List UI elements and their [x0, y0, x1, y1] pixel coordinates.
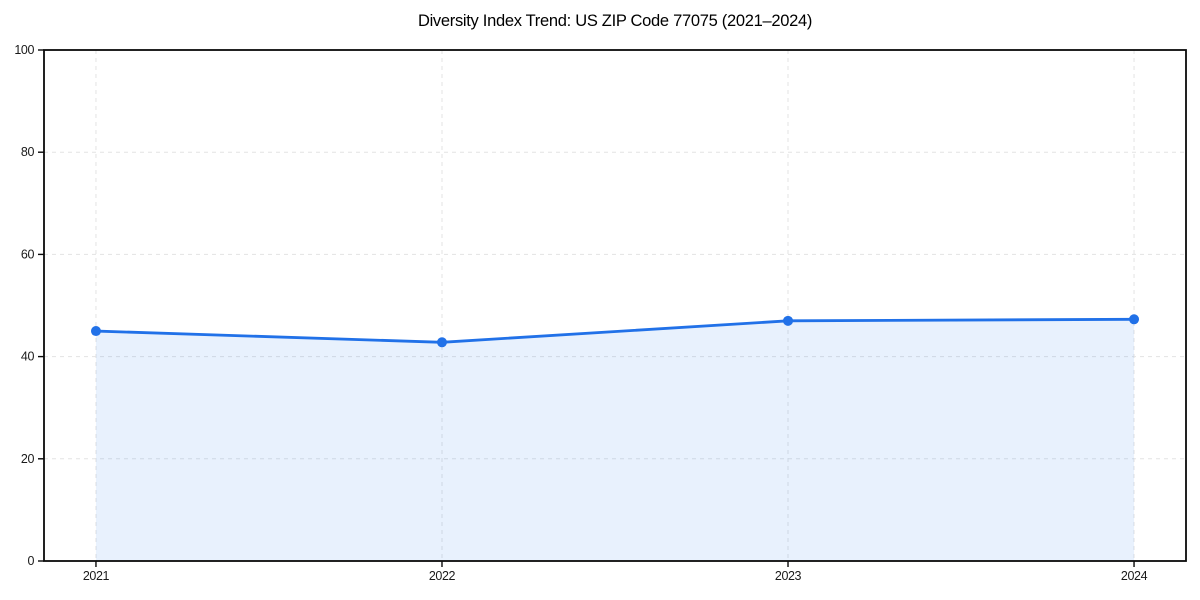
x-tick-label: 2023	[775, 569, 802, 583]
data-point	[1129, 314, 1140, 325]
y-tick-label: 100	[14, 43, 34, 57]
y-tick-label: 20	[21, 452, 35, 466]
x-tick-label: 2024	[1121, 569, 1148, 583]
y-tick-label: 80	[21, 145, 35, 159]
area-fill	[95, 319, 1135, 561]
plot-frame	[43, 49, 1187, 562]
y-tick-label: 40	[21, 350, 35, 364]
data-point	[783, 315, 794, 326]
trend-line	[94, 317, 1136, 344]
data-point	[436, 337, 447, 348]
x-tick-label: 2022	[429, 569, 456, 583]
x-tick-label: 2021	[83, 569, 110, 583]
data-point	[90, 326, 101, 337]
chart-title: Diversity Index Trend: US ZIP Code 77075…	[417, 12, 813, 30]
y-tick-label: 60	[21, 247, 35, 261]
y-tick-label: 0	[27, 554, 34, 568]
